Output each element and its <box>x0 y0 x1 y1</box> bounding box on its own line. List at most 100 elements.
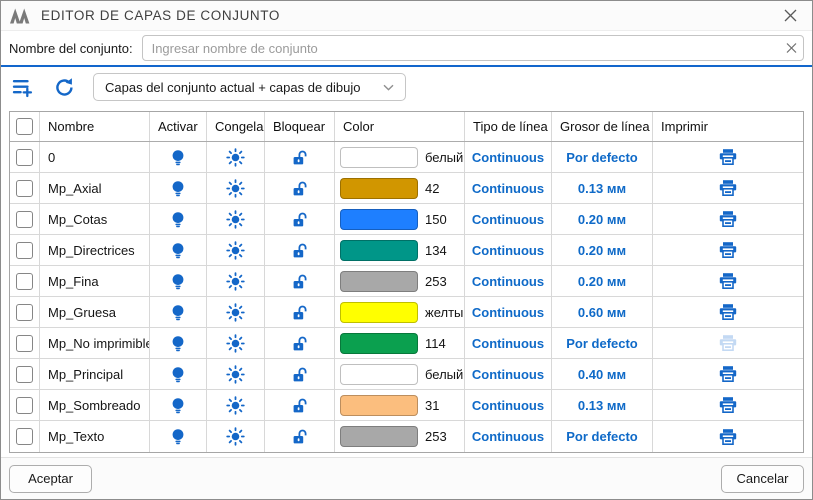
color-cell[interactable]: 42 <box>335 173 465 203</box>
layer-on-cell[interactable] <box>150 266 207 296</box>
layer-on-cell[interactable] <box>150 390 207 420</box>
freeze-cell[interactable] <box>207 142 265 172</box>
lineweight-value[interactable]: Por defecto <box>566 429 638 444</box>
linetype-value[interactable]: Continuous <box>472 398 544 413</box>
clear-input-icon[interactable] <box>786 43 797 54</box>
add-layers-icon[interactable] <box>11 75 35 99</box>
freeze-cell[interactable] <box>207 328 265 358</box>
printer-icon[interactable] <box>718 179 738 197</box>
freeze-cell[interactable] <box>207 235 265 265</box>
color-cell[interactable]: 134 <box>335 235 465 265</box>
color-cell[interactable]: 114 <box>335 328 465 358</box>
layer-on-cell[interactable] <box>150 421 207 452</box>
row-checkbox[interactable] <box>16 273 33 290</box>
lock-cell[interactable] <box>265 173 335 203</box>
row-checkbox[interactable] <box>16 149 33 166</box>
layer-on-cell[interactable] <box>150 173 207 203</box>
lineweight-value[interactable]: 0.13 мм <box>578 398 626 413</box>
lock-cell[interactable] <box>265 235 335 265</box>
lineweight-value[interactable]: Por defecto <box>566 150 638 165</box>
linetype-value[interactable]: Continuous <box>472 150 544 165</box>
lineweight-value[interactable]: 0.20 мм <box>578 212 626 227</box>
printer-icon[interactable] <box>718 428 738 446</box>
lock-cell[interactable] <box>265 328 335 358</box>
sun-icon <box>226 334 245 353</box>
printer-icon[interactable] <box>718 210 738 228</box>
row-checkbox[interactable] <box>16 242 33 259</box>
row-checkbox[interactable] <box>16 335 33 352</box>
printer-icon[interactable] <box>718 365 738 383</box>
layer-on-cell[interactable] <box>150 297 207 327</box>
select-all-checkbox[interactable] <box>16 118 33 135</box>
linetype-value[interactable]: Continuous <box>472 212 544 227</box>
linetype-value[interactable]: Continuous <box>472 429 544 444</box>
refresh-icon[interactable] <box>52 75 76 99</box>
lock-cell[interactable] <box>265 359 335 389</box>
linetype-value[interactable]: Continuous <box>472 243 544 258</box>
unlock-icon <box>291 242 309 259</box>
freeze-cell[interactable] <box>207 359 265 389</box>
layer-on-cell[interactable] <box>150 328 207 358</box>
linetype-value[interactable]: Continuous <box>472 181 544 196</box>
set-name-label: Nombre del conjunto: <box>9 41 133 56</box>
lightbulb-icon <box>169 335 187 352</box>
lock-cell[interactable] <box>265 297 335 327</box>
lineweight-value[interactable]: 0.40 мм <box>578 367 626 382</box>
freeze-cell[interactable] <box>207 173 265 203</box>
lock-cell[interactable] <box>265 266 335 296</box>
layer-on-cell[interactable] <box>150 142 207 172</box>
sun-icon <box>226 148 245 167</box>
printer-icon[interactable] <box>718 272 738 290</box>
row-checkbox[interactable] <box>16 428 33 445</box>
printer-icon[interactable] <box>718 148 738 166</box>
layer-filter-dropdown[interactable]: Capas del conjunto actual + capas de dib… <box>93 73 406 101</box>
linetype-value[interactable]: Continuous <box>472 274 544 289</box>
linetype-value[interactable]: Continuous <box>472 367 544 382</box>
set-name-input[interactable] <box>142 35 804 61</box>
color-cell[interactable]: белый <box>335 142 465 172</box>
lineweight-value[interactable]: 0.60 мм <box>578 305 626 320</box>
freeze-cell[interactable] <box>207 204 265 234</box>
unlock-icon <box>291 428 309 445</box>
row-checkbox[interactable] <box>16 180 33 197</box>
color-cell[interactable]: 31 <box>335 390 465 420</box>
lock-cell[interactable] <box>265 421 335 452</box>
color-cell[interactable]: 253 <box>335 266 465 296</box>
row-checkbox[interactable] <box>16 211 33 228</box>
lock-cell[interactable] <box>265 142 335 172</box>
lock-cell[interactable] <box>265 204 335 234</box>
table-row: Mp_Directrices <box>10 235 803 266</box>
printer-icon[interactable] <box>718 303 738 321</box>
app-logo-icon <box>10 8 32 24</box>
printer-icon[interactable] <box>718 334 738 352</box>
sun-icon <box>226 272 245 291</box>
lock-cell[interactable] <box>265 390 335 420</box>
freeze-cell[interactable] <box>207 297 265 327</box>
freeze-cell[interactable] <box>207 421 265 452</box>
color-swatch <box>340 209 418 230</box>
cancel-button[interactable]: Cancelar <box>721 465 804 493</box>
row-checkbox[interactable] <box>16 366 33 383</box>
linetype-value[interactable]: Continuous <box>472 336 544 351</box>
freeze-cell[interactable] <box>207 390 265 420</box>
accept-button[interactable]: Aceptar <box>9 465 92 493</box>
color-cell[interactable]: 253 <box>335 421 465 452</box>
freeze-cell[interactable] <box>207 266 265 296</box>
row-checkbox[interactable] <box>16 397 33 414</box>
color-cell[interactable]: 150 <box>335 204 465 234</box>
lineweight-value[interactable]: Por defecto <box>566 336 638 351</box>
lineweight-value[interactable]: 0.20 мм <box>578 243 626 258</box>
printer-icon[interactable] <box>718 396 738 414</box>
lightbulb-icon <box>169 428 187 445</box>
linetype-value[interactable]: Continuous <box>472 305 544 320</box>
close-icon[interactable] <box>777 4 803 28</box>
layer-on-cell[interactable] <box>150 359 207 389</box>
lineweight-value[interactable]: 0.20 мм <box>578 274 626 289</box>
printer-icon[interactable] <box>718 241 738 259</box>
row-checkbox[interactable] <box>16 304 33 321</box>
layer-on-cell[interactable] <box>150 204 207 234</box>
layer-on-cell[interactable] <box>150 235 207 265</box>
color-cell[interactable]: белый <box>335 359 465 389</box>
lineweight-value[interactable]: 0.13 мм <box>578 181 626 196</box>
color-cell[interactable]: желтый <box>335 297 465 327</box>
